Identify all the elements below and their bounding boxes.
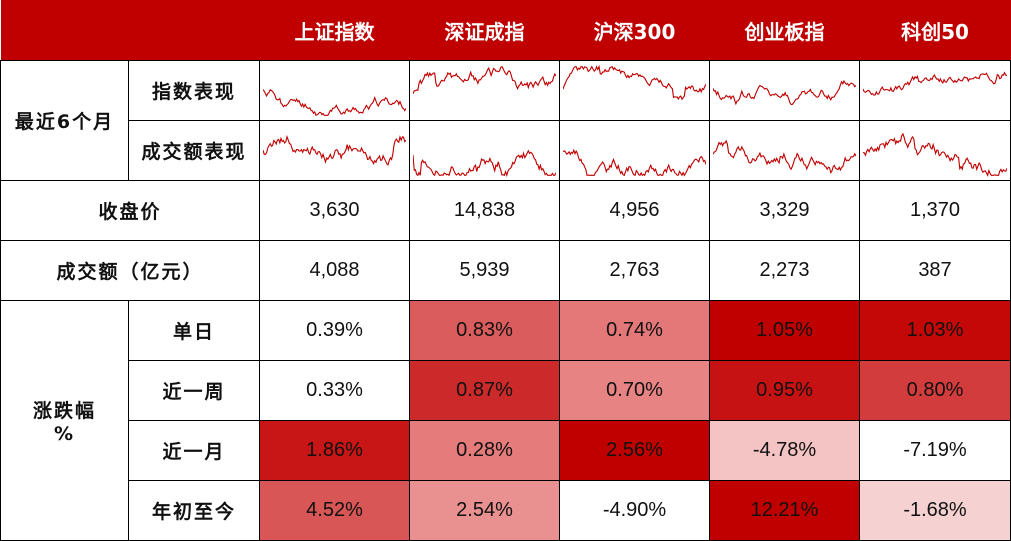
- index-performance-label: 指数表现: [128, 60, 260, 121]
- change-period-label: 近一周: [128, 360, 260, 421]
- turnover-row: 成交额（亿元） 4,088 5,939 2,763 2,273 387: [0, 240, 1011, 301]
- header-blank: [0, 0, 260, 61]
- turnover-chinext: 2,273: [709, 240, 860, 301]
- index-performance-row: 最近6个月 指数表现: [0, 60, 1011, 181]
- change-label-line2: %: [53, 423, 76, 445]
- sparkline-line: [263, 88, 406, 116]
- change-cell: 0.33%: [259, 360, 410, 421]
- turnover-star50: 387: [859, 240, 1011, 301]
- sparkline-line: [563, 64, 706, 100]
- change-cell: 0.70%: [559, 360, 710, 421]
- turnover-csi300: 2,763: [559, 240, 710, 301]
- header-row: 上证指数 深证成指 沪深300 创业板指 科创50: [0, 0, 1011, 61]
- sparkline-line: [863, 70, 1007, 96]
- change-period-label: 年初至今: [128, 480, 260, 541]
- sparkline-line: [863, 132, 1007, 177]
- sparkline-line: [413, 149, 556, 177]
- volume-performance-row: 成交额表现: [1, 120, 1011, 181]
- sparkline-line: [413, 65, 556, 94]
- close-price-sse: 3,630: [259, 180, 410, 241]
- close-price-star50: 1,370: [859, 180, 1011, 241]
- change-cell: 0.80%: [859, 360, 1011, 421]
- change-period-label: 单日: [128, 300, 260, 361]
- sparkline-index-chinext: [709, 60, 860, 121]
- sparkline-index-sse: [259, 60, 410, 121]
- header-chinext: 创业板指: [709, 0, 860, 61]
- close-price-label: 收盘价: [0, 180, 260, 241]
- change-label-line1: 涨跌幅: [32, 400, 96, 422]
- change-cell: -7.19%: [859, 420, 1011, 481]
- header-szse: 深证成指: [409, 0, 560, 61]
- sparkline-volume-chinext: [709, 120, 860, 181]
- change-cell: 1.03%: [859, 300, 1011, 361]
- change-cell: 0.87%: [409, 360, 560, 421]
- change-period-label: 近一月: [128, 420, 260, 481]
- sparkline-line: [713, 79, 856, 105]
- change-row-1d: 涨跌幅% 单日 0.39% 0.83% 0.74% 1.05% 1.03%: [0, 300, 1011, 541]
- sparkline-index-csi300: [559, 60, 710, 121]
- recent-6m-label: 最近6个月: [0, 60, 129, 181]
- change-cell: 2.54%: [409, 480, 560, 541]
- change-cell: 0.39%: [259, 300, 410, 361]
- change-cell: 12.21%: [709, 480, 860, 541]
- change-row-1m: 近一月 1.86% 0.28% 2.56% -4.78% -7.19%: [1, 420, 1011, 481]
- volume-performance-label: 成交额表现: [128, 120, 260, 181]
- turnover-label: 成交额（亿元）: [0, 240, 260, 301]
- close-price-row: 收盘价 3,630 14,838 4,956 3,329 1,370: [0, 180, 1011, 241]
- change-cell: 2.56%: [559, 420, 710, 481]
- header-star50: 科创50: [859, 0, 1011, 61]
- change-row-1w: 近一周 0.33% 0.87% 0.70% 0.95% 0.80%: [1, 360, 1011, 421]
- change-cell: 0.74%: [559, 300, 710, 361]
- sparkline-volume-csi300: [559, 120, 710, 181]
- sparkline-line: [263, 134, 406, 166]
- sparkline-volume-star50: [859, 120, 1011, 181]
- sparkline-volume-sse: [259, 120, 410, 181]
- sparkline-index-szse: [409, 60, 560, 121]
- header-sse: 上证指数: [259, 0, 410, 61]
- sparkline-volume-szse: [409, 120, 560, 181]
- change-label: 涨跌幅%: [0, 300, 129, 541]
- change-cell: 1.05%: [709, 300, 860, 361]
- change-cell: 1.86%: [259, 420, 410, 481]
- turnover-szse: 5,939: [409, 240, 560, 301]
- change-row-ytd: 年初至今 4.52% 2.54% -4.90% 12.21% -1.68%: [1, 480, 1011, 541]
- header-csi300: 沪深300: [559, 0, 710, 61]
- sparkline-line: [713, 139, 856, 174]
- sparkline-line: [563, 148, 706, 177]
- close-price-szse: 14,838: [409, 180, 560, 241]
- change-cell: 0.83%: [409, 300, 560, 361]
- change-cell: -1.68%: [859, 480, 1011, 541]
- change-cell: -4.90%: [559, 480, 710, 541]
- close-price-chinext: 3,329: [709, 180, 860, 241]
- turnover-sse: 4,088: [259, 240, 410, 301]
- change-cell: 0.28%: [409, 420, 560, 481]
- change-cell: 4.52%: [259, 480, 410, 541]
- close-price-csi300: 4,956: [559, 180, 710, 241]
- sparkline-index-star50: [859, 60, 1011, 121]
- change-cell: 0.95%: [709, 360, 860, 421]
- change-cell: -4.78%: [709, 420, 860, 481]
